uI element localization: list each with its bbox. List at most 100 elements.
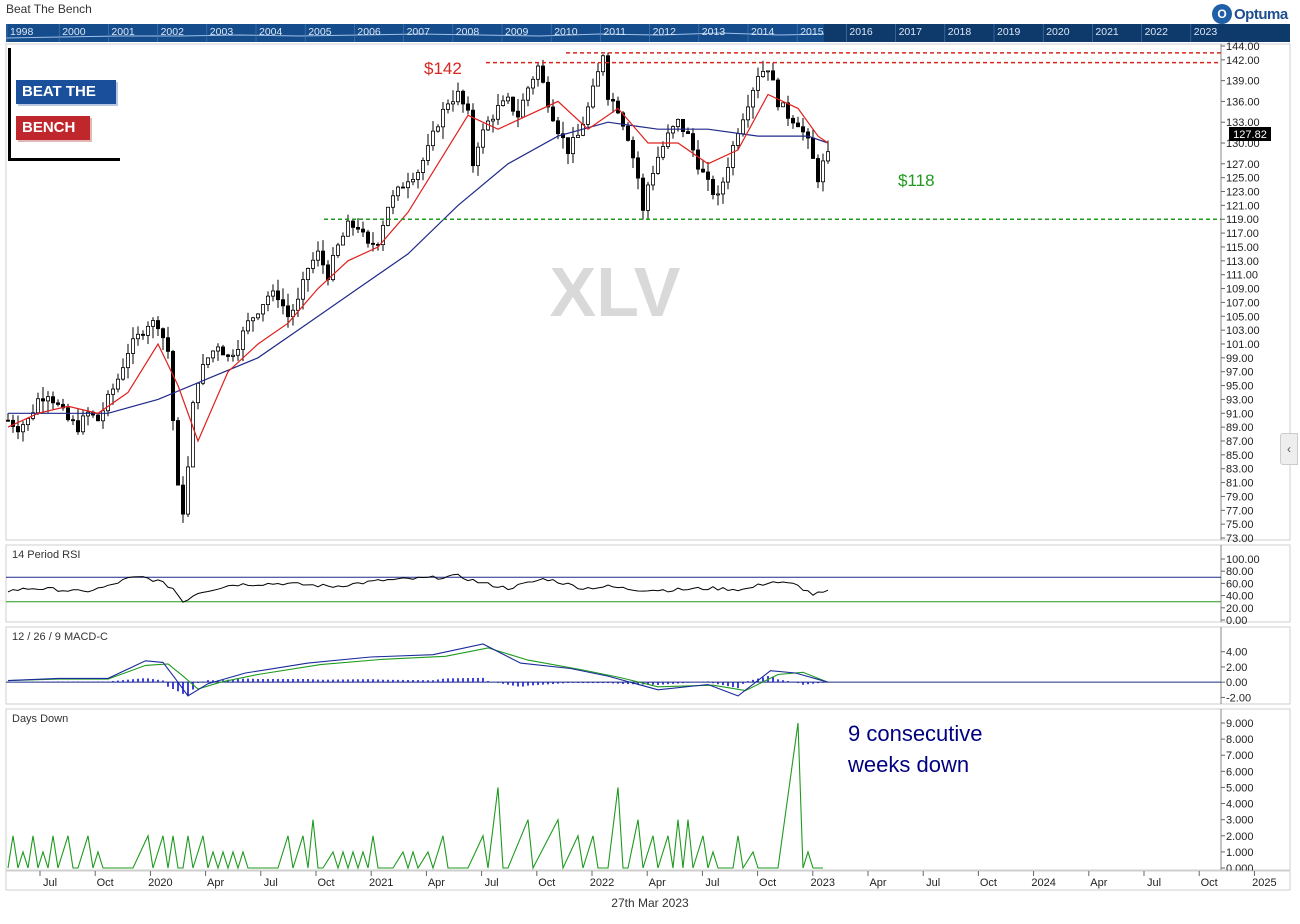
candle-body — [245, 320, 250, 332]
last-price-value: 127.82 — [1233, 129, 1267, 141]
candle-body — [455, 90, 460, 103]
navigator-year-label: 2000 — [62, 26, 86, 38]
candle-body — [300, 279, 305, 300]
candle-body — [801, 126, 806, 133]
candle-body — [430, 130, 435, 147]
candle-body — [210, 350, 215, 359]
candle-body — [96, 414, 101, 422]
days-down-axis-label: 5.000 — [1226, 782, 1254, 794]
candle-body — [36, 398, 41, 414]
price-axis-label: 133.00 — [1226, 117, 1260, 129]
macd-line — [7, 643, 829, 697]
resistance-label: $142 — [424, 59, 462, 78]
navigator-year-label: 2008 — [456, 26, 480, 38]
candle-body — [636, 157, 641, 179]
x-axis-label: Jul — [705, 877, 719, 889]
macd-axis-label: 4.00 — [1226, 647, 1247, 659]
candle-body — [591, 85, 596, 108]
price-axis-label: 97.00 — [1226, 367, 1254, 379]
candle-body — [676, 118, 681, 128]
candle-body — [345, 220, 350, 237]
x-axis-label: 2021 — [369, 877, 393, 889]
x-axis-label: 2024 — [1031, 877, 1055, 889]
macd-axis-label: 2.00 — [1226, 662, 1247, 674]
price-axis-label: 81.00 — [1226, 478, 1254, 490]
x-axis-label: 2025 — [1252, 877, 1276, 889]
candle-body — [666, 132, 671, 147]
candle-body — [175, 420, 180, 486]
candle-body — [616, 100, 621, 114]
days-down-axis-label: 2.000 — [1226, 831, 1254, 843]
candle-body — [365, 231, 370, 244]
candle-body — [696, 149, 701, 170]
navigator-year-label: 2004 — [259, 26, 283, 38]
navigator-year-label: 2012 — [653, 26, 677, 38]
timeline-navigator[interactable]: 1998 2000 2001 2002 2003 2004 2005 2006 2007 2008… — [5, 24, 1290, 42]
candle-body — [756, 76, 761, 91]
candle-body — [551, 106, 556, 122]
days-down-axis-label: 9.000 — [1226, 718, 1254, 730]
days-down-axis-label: 1.000 — [1226, 847, 1254, 859]
rsi-axis-label: 20.00 — [1226, 603, 1254, 615]
candle-body — [160, 328, 165, 339]
candle-body — [776, 79, 781, 108]
rsi-axis-label: 100.00 — [1226, 554, 1260, 566]
navigator-year-label: 1998 — [10, 26, 34, 38]
candle-body — [405, 181, 410, 189]
x-axis-label: Oct — [980, 877, 997, 889]
price-axis-label: 95.00 — [1226, 381, 1254, 393]
candle-body — [25, 418, 30, 426]
days-down-axis-label: 7.000 — [1226, 750, 1254, 762]
x-axis-label: Oct — [538, 877, 555, 889]
candle-body — [121, 367, 126, 380]
price-axis-label: 121.00 — [1226, 200, 1260, 212]
price-axis-label: 77.00 — [1226, 505, 1254, 517]
price-axis-label: 73.00 — [1226, 533, 1254, 545]
candle-body — [51, 396, 56, 404]
candle-body — [215, 346, 220, 352]
candle-body — [200, 364, 205, 384]
candle-body — [111, 388, 116, 395]
candle-body — [646, 184, 651, 211]
candle-body — [86, 411, 91, 417]
candle-body — [470, 109, 475, 167]
candle-body — [521, 99, 526, 118]
candle-body — [185, 466, 190, 515]
optuma-logo-icon: O — [1212, 4, 1232, 24]
price-axis-label: 115.00 — [1226, 242, 1259, 254]
navigator-year-label: 2010 — [554, 26, 578, 38]
navigator-year-label: 2018 — [948, 26, 972, 38]
rsi-axis-label: 60.00 — [1226, 578, 1254, 590]
rsi-axis-label: 40.00 — [1226, 591, 1254, 603]
candle-body — [681, 118, 686, 132]
candle-body — [150, 320, 155, 327]
candle-body — [315, 250, 320, 261]
candle-body — [250, 317, 255, 322]
candle-body — [741, 119, 746, 135]
candle-body — [601, 55, 606, 73]
navigator-visible-window[interactable] — [6, 24, 824, 42]
candle-body — [816, 158, 821, 183]
rsi-panel-title: 14 Period RSI — [12, 549, 80, 561]
candle-body — [190, 402, 195, 468]
rsi-axis-label: 0.00 — [1226, 615, 1247, 627]
candle-body — [631, 139, 636, 159]
candle-body — [71, 419, 76, 422]
candle-body — [140, 333, 145, 336]
candle-body — [761, 71, 766, 78]
price-axis-label: 130.00 — [1226, 138, 1260, 150]
candle-body — [671, 126, 676, 134]
navigator-year-label: 2001 — [111, 26, 135, 38]
candle-body — [330, 254, 335, 281]
price-axis-label: 139.00 — [1226, 76, 1260, 88]
brand-bracket-vertical — [8, 48, 11, 161]
navigator-year-label: 2013 — [702, 26, 726, 38]
candle-body — [490, 118, 495, 122]
candle-body — [410, 179, 415, 183]
x-axis-label: Apr — [649, 877, 666, 889]
candle-body — [335, 244, 340, 256]
rsi-axis-label: 80.00 — [1226, 566, 1254, 578]
collapse-panel-button[interactable]: ‹ — [1280, 433, 1298, 465]
candle-body — [811, 137, 816, 159]
